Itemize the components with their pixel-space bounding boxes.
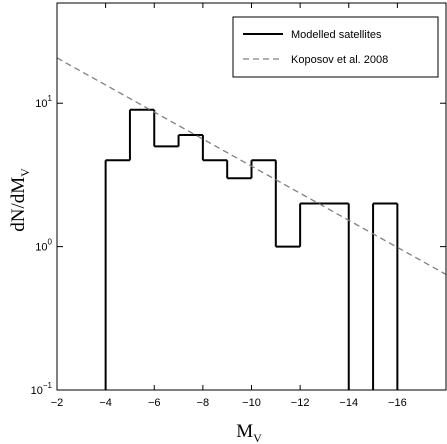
x-axis-label: MV (236, 421, 262, 444)
y-axis-label: dN/dMV (8, 168, 32, 232)
x-tick-label: −8 (197, 397, 210, 409)
x-tick-label: −10 (242, 397, 261, 409)
plot-area (57, 57, 446, 390)
y-tick-label: 100 (35, 238, 52, 254)
legend-label: Koposov et al. 2008 (291, 54, 388, 66)
legend-box (232, 16, 439, 78)
y-tick-label: 10−1 (31, 381, 53, 397)
legend-label: Modelled satellites (291, 29, 382, 41)
x-tick-label: −4 (99, 397, 112, 409)
x-tick-label: −2 (51, 397, 64, 409)
fit-line (57, 57, 446, 275)
y-tick-label: 101 (35, 94, 52, 110)
x-tick-label: −16 (388, 397, 407, 409)
x-tick-label: −12 (291, 397, 310, 409)
x-tick-label: −6 (148, 397, 161, 409)
x-tick-label: −14 (339, 397, 358, 409)
